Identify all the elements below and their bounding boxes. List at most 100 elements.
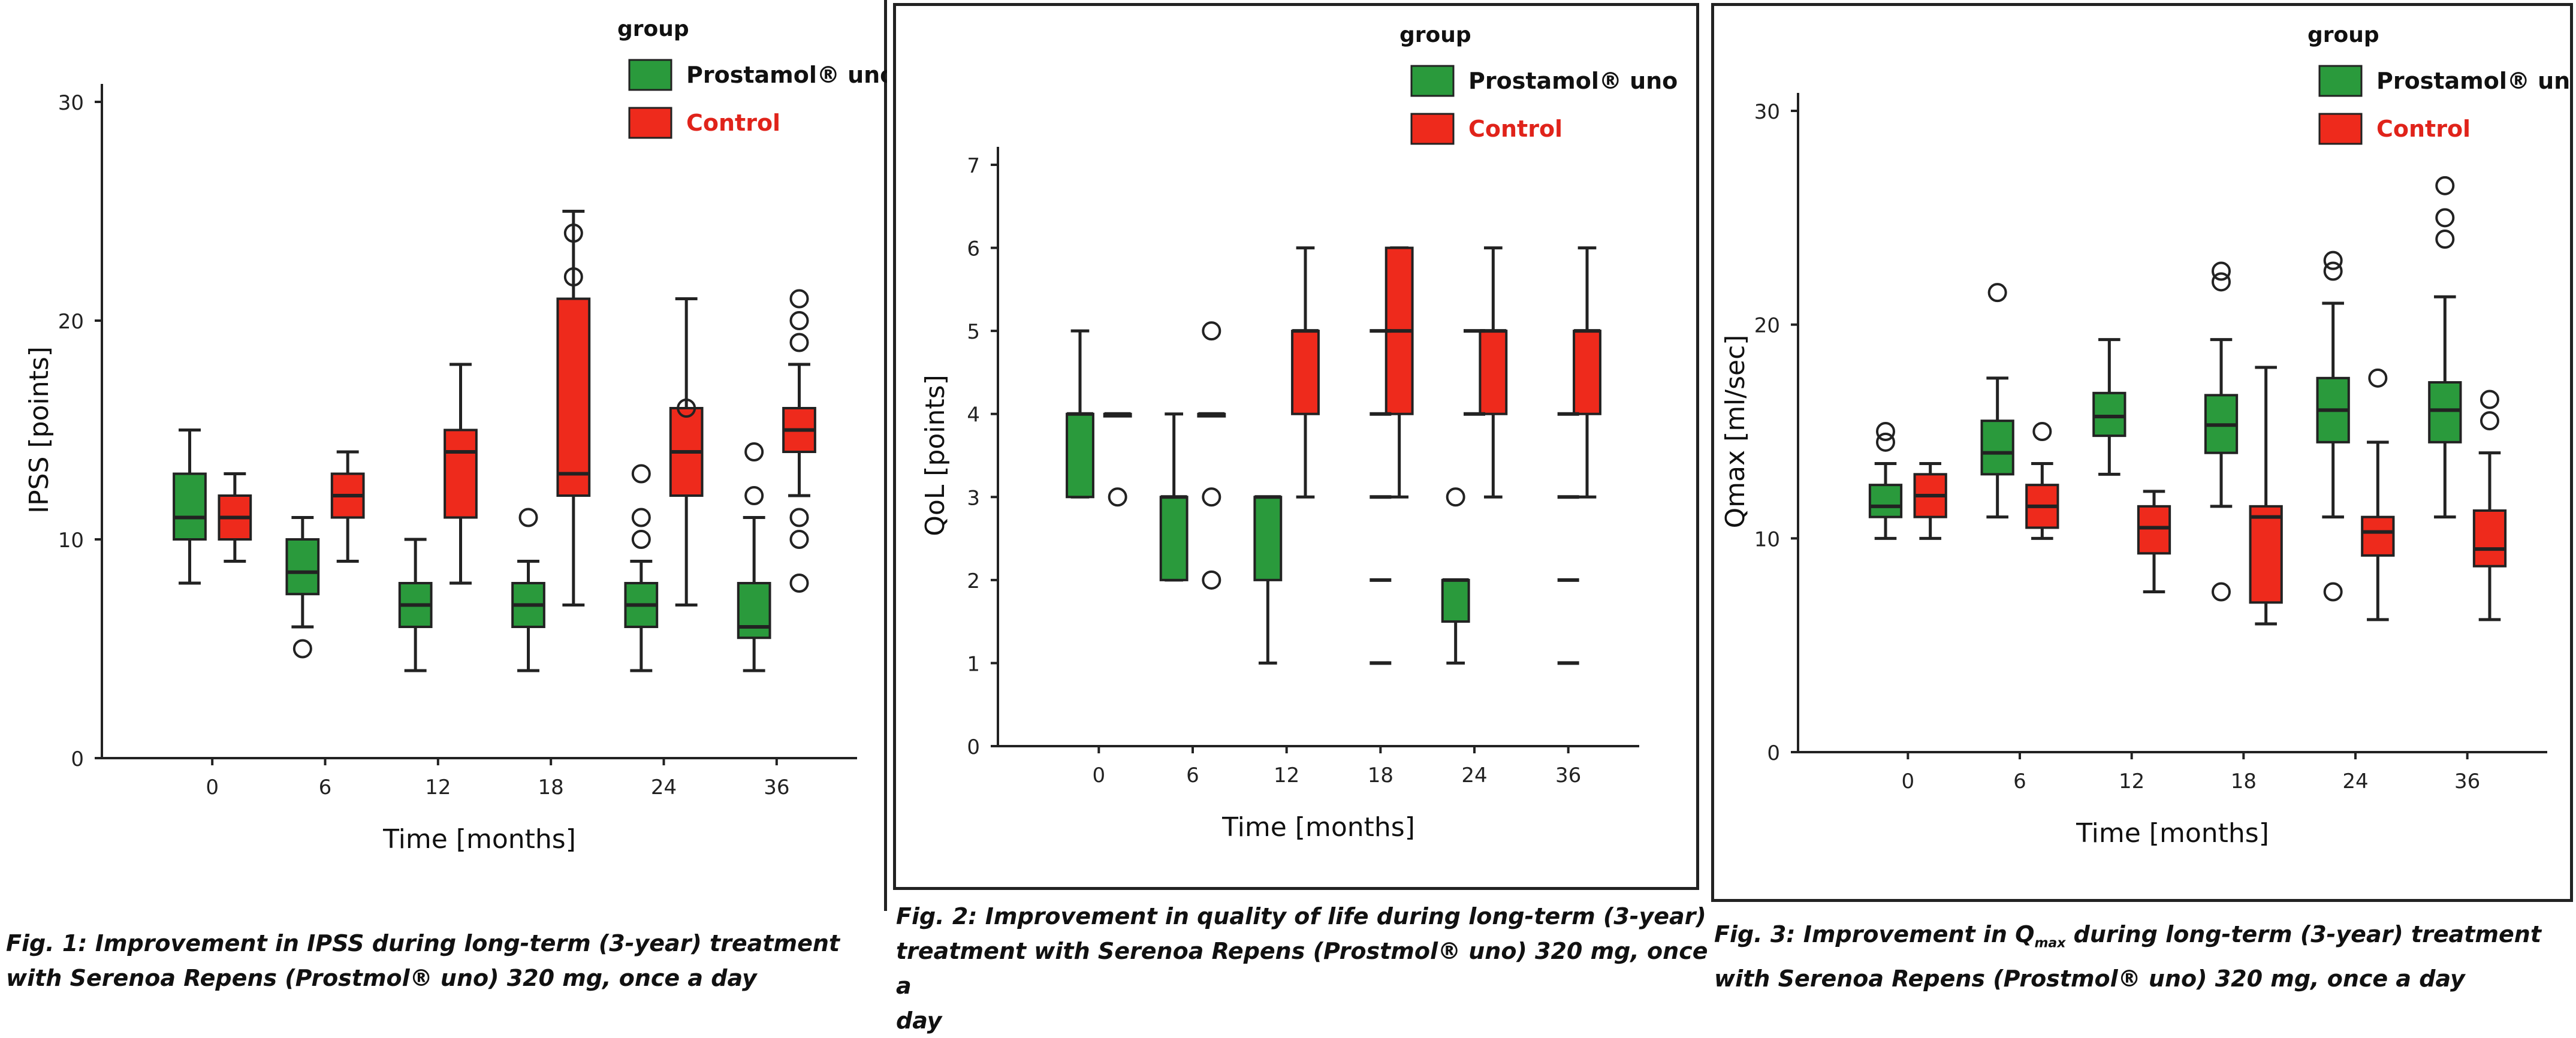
x-tick-label: 6 — [2013, 770, 2026, 793]
outlier-point — [2480, 411, 2499, 431]
box — [737, 582, 771, 639]
box — [1066, 412, 1094, 499]
outlier-point — [789, 289, 809, 309]
box — [1441, 578, 1470, 623]
legend-swatch — [628, 107, 672, 139]
x-tick-label: 0 — [206, 776, 219, 799]
x-tick-label: 12 — [425, 776, 451, 799]
x-tick-label: 18 — [538, 776, 564, 799]
legend-entry: Prostamol® uno — [1468, 68, 1678, 94]
y-tick-label: 7 — [967, 154, 980, 178]
legend-swatch — [1410, 113, 1455, 145]
box — [1253, 496, 1283, 581]
outlier-point — [2032, 422, 2052, 441]
outlier-point — [789, 574, 809, 593]
x-tick-label: 0 — [1093, 764, 1106, 787]
box — [444, 429, 478, 519]
outlier-point — [1108, 487, 1127, 507]
y-axis-label: Qmax [ml/sec] — [1720, 335, 1751, 529]
x-axis-label: Time [months] — [382, 824, 576, 855]
box — [2249, 505, 2283, 604]
x-axis-label: Time [months] — [2076, 818, 2269, 849]
outlier-point — [563, 224, 583, 243]
box — [173, 472, 207, 541]
outlier-point — [631, 464, 651, 484]
box — [2472, 509, 2507, 568]
outlier-point — [677, 399, 696, 418]
outlier-point — [2212, 582, 2231, 602]
y-tick-label: 30 — [1754, 100, 1780, 124]
caption-fig1-line1: Fig. 1: Improvement in IPSS during long-… — [6, 930, 840, 956]
outlier-point — [2368, 368, 2388, 388]
outlier-point — [789, 530, 809, 549]
caption-fig3-line1b: during long-term (3-year) treatment — [2065, 921, 2542, 948]
legend-entry: Control — [686, 110, 780, 136]
caption-fig3: Fig. 3: Improvement in Qmax during long-… — [1714, 917, 2571, 996]
y-tick-label: 10 — [58, 529, 84, 553]
outlier-point — [563, 267, 583, 286]
legend-swatch — [1410, 65, 1455, 97]
box — [2137, 505, 2171, 555]
y-tick-label: 2 — [967, 569, 980, 593]
y-tick-label: 4 — [967, 403, 980, 427]
legend-entry: Control — [1468, 116, 1563, 142]
caption-fig1: Fig. 1: Improvement in IPSS during long-… — [6, 926, 893, 995]
caption-fig1-line2: with Serenoa Repens (Prostmol® uno) 320 … — [6, 965, 757, 991]
outlier-point — [2435, 176, 2455, 195]
outlier-point — [2323, 251, 2343, 270]
y-axis-label: QoL [points] — [920, 375, 951, 536]
box — [285, 538, 320, 596]
outlier-point — [2435, 230, 2455, 249]
box — [1868, 484, 1903, 518]
outlier-point — [1202, 570, 1221, 590]
box — [1291, 330, 1320, 415]
chart-panel-qol: 0 1 2 3 4 5 6 7 0 6 12 18 24 36 Time [months] QoL [poin… — [893, 3, 1699, 890]
chart-ipss: 0 10 20 30 0 6 12 18 24 36 Time [months] IPSS [poin… — [24, 17, 887, 855]
outlier-point — [292, 639, 312, 659]
caption-fig3-line1a: Fig. 3: Improvement in Q — [1714, 921, 2035, 948]
legend-title: group — [1399, 23, 1471, 47]
outlier-point — [631, 508, 651, 527]
x-tick-label: 6 — [1186, 764, 1199, 787]
y-tick-label: 6 — [967, 237, 980, 261]
legend-entry: Prostamol® uno — [2376, 68, 2570, 94]
outlier-point — [1987, 283, 2007, 303]
outlier-point — [789, 311, 809, 330]
x-tick-label: 18 — [1368, 764, 1393, 787]
outlier-point — [1202, 321, 1221, 341]
caption-fig3-line2: with Serenoa Repens (Prostmol® uno) 320 … — [1714, 965, 2465, 992]
outlier-point — [789, 508, 809, 527]
caption-fig2: Fig. 2: Improvement in quality of life d… — [896, 899, 1711, 1038]
legend-entry: Prostamol® uno — [686, 62, 887, 88]
x-tick-label: 12 — [1274, 764, 1299, 787]
y-tick-label: 30 — [58, 91, 84, 115]
chart-panel-ipss: 0 10 20 30 0 6 12 18 24 36 Time [months] IPSS [poin… — [0, 0, 887, 911]
x-tick-label: 24 — [1461, 764, 1487, 787]
outlier-point — [1446, 487, 1465, 507]
caption-fig2-line2: treatment with Serenoa Repens (Prostmol®… — [896, 938, 1708, 999]
x-tick-label: 18 — [2231, 770, 2257, 793]
outlier-point — [744, 486, 764, 505]
legend-title: group — [2307, 23, 2379, 47]
outlier-point — [744, 442, 764, 461]
outlier-point — [2480, 390, 2499, 409]
x-tick-label: 36 — [1555, 764, 1581, 787]
box — [2092, 391, 2126, 437]
y-tick-label: 1 — [967, 652, 980, 676]
x-tick-label: 6 — [319, 776, 332, 799]
box — [1479, 330, 1508, 415]
y-tick-label: 20 — [58, 310, 84, 334]
y-tick-label: 0 — [1767, 741, 1780, 765]
legend-swatch — [628, 59, 672, 91]
outlier-point — [1876, 432, 1895, 452]
x-tick-label: 12 — [2119, 770, 2144, 793]
x-tick-label: 0 — [1902, 770, 1915, 793]
outlier-point — [518, 508, 538, 527]
caption-fig3-line1: Fig. 3: Improvement in Qmax during long-… — [1714, 917, 2571, 961]
box — [1980, 420, 2014, 476]
outlier-point — [1876, 422, 1895, 441]
box — [556, 297, 591, 497]
outlier-point — [2323, 582, 2343, 602]
caption-fig3-line1sub: max — [2034, 936, 2066, 951]
